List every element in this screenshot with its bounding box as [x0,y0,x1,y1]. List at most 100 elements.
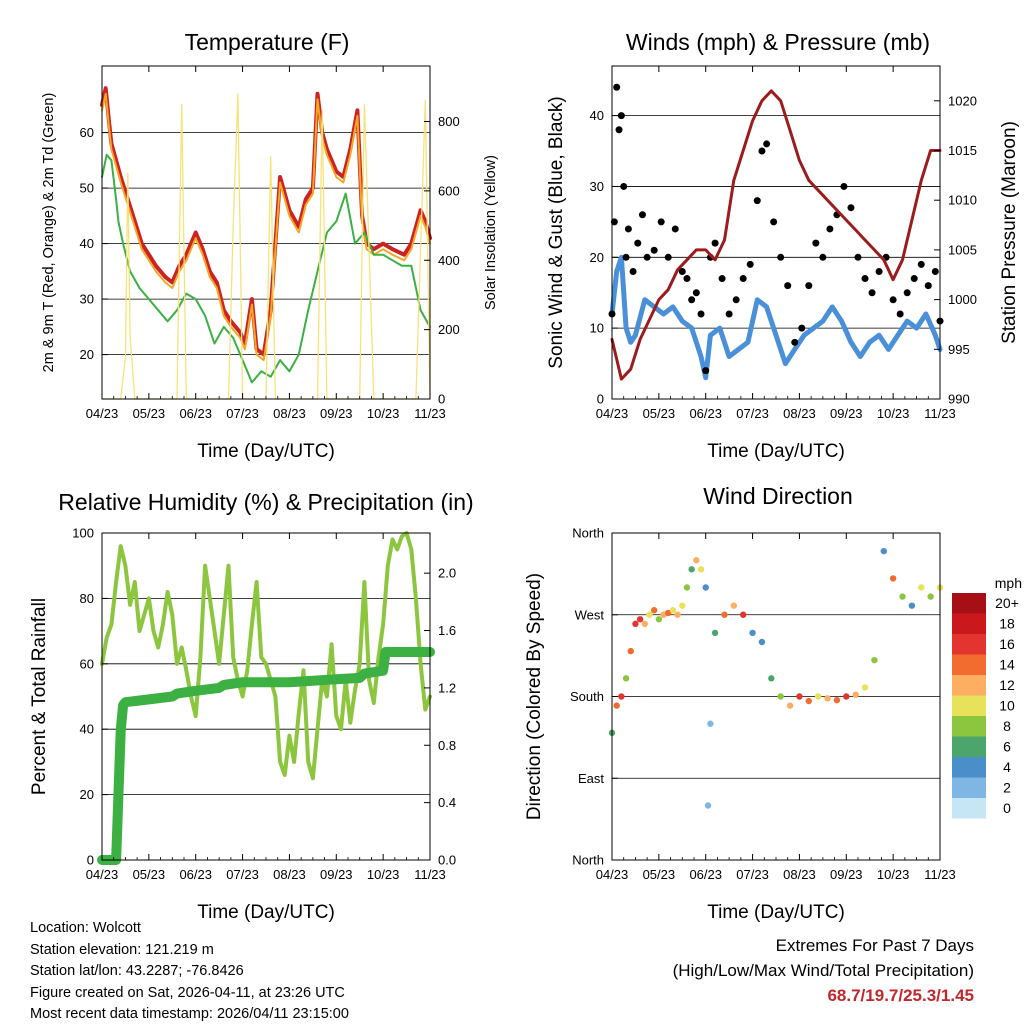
direction-point-26 [740,611,747,618]
humidity-y2tick-label-0: 0.0 [438,853,456,868]
legend-label-9: 2 [1003,780,1011,796]
direction-point-10 [655,616,663,623]
winds-gust-point-33 [777,253,785,261]
winds-ytick-label-4: 40 [590,108,604,123]
direction-point-33 [805,697,812,705]
temperature-xtick-label-5: 09/23 [320,406,353,421]
direction-point-27 [749,629,756,637]
direction-ytick-label-3: West [575,607,605,622]
winds-gust-point-7 [624,225,632,233]
direction-point-30 [777,693,784,700]
temperature-y2tick-label-3: 600 [438,183,460,198]
humidity-xtick-label-2: 06/23 [179,867,212,882]
winds-gust-point-9 [634,239,642,247]
humidity-y2tick-label-1: 0.4 [438,795,456,810]
direction-title: Wind Direction [703,483,853,509]
winds-gust-point-16 [678,267,686,275]
winds-y2tick-label-3: 1005 [948,242,977,257]
legend-swatch-8 [952,757,986,778]
winds-y2tick-label-5: 1015 [948,143,977,158]
winds-gust-point-10 [638,211,646,219]
location-text: Location: Wolcott [30,920,141,936]
winds-gust-point-38 [812,239,820,247]
humidity-xtick-label-0: 04/23 [86,867,119,882]
direction-point-23 [711,629,719,637]
direction-point-39 [861,684,869,691]
temperature-xtick-label-6: 10/23 [367,406,400,421]
direction-xtick-label-7: 11/23 [924,867,956,882]
direction-xtick-label-2: 06/23 [689,867,722,882]
winds-gust-point-30 [758,147,766,155]
humidity-total-rainfall-line [97,647,435,865]
winds-xtick-label-6: 10/23 [877,406,910,421]
direction-ytick-label-4: North [572,526,604,541]
winds-xtick-label-0: 04/23 [596,406,629,421]
temperature-ytick-label-4: 60 [80,125,94,140]
winds-gust-point-26 [732,296,740,304]
legend-label-6: 8 [1003,718,1011,734]
winds-gust-point-47 [875,267,883,275]
temperature-xtick-label-2: 06/23 [179,406,212,421]
direction-ytick-label-2: South [570,689,604,704]
temperature-y2tick-label-1: 200 [438,322,460,337]
humidity-xtick-label-1: 05/23 [133,867,166,882]
direction-point-35 [824,695,831,702]
winds-gust-point-11 [643,253,651,261]
direction-ylabel: Direction (Colored By Speed) [524,573,545,820]
legend-label-4: 12 [999,677,1015,693]
winds-gust-point-49 [889,296,897,304]
direction-point-15 [679,602,686,609]
winds-gust-point-4 [617,112,625,120]
winds-gust-point-5 [620,182,628,190]
legend-swatch-6 [952,716,986,737]
direction-point-25 [730,602,738,609]
legend-swatch-0 [952,593,986,614]
extremes-subtitle: (High/Low/Max Wind/Total Precipitation) [672,961,974,980]
direction-point-41 [880,547,887,555]
humidity-ytick-label-3: 60 [80,656,94,671]
direction-point-18 [693,557,700,564]
winds-gust-point-53 [917,260,925,268]
temperature-y2tick-label-2: 400 [438,253,460,268]
winds-y2tick-label-0: 990 [948,392,970,407]
direction-point-28 [758,638,766,646]
direction-point-40 [871,656,878,664]
winds-gust-point-13 [657,218,665,226]
temperature-y2tick-label-4: 800 [438,114,460,129]
winds-gust-point-34 [784,282,792,290]
humidity-y2tick-label-5: 2.0 [438,566,456,581]
legend-swatch-10 [952,798,986,819]
temperature-y2label: Solar Insolation (Yellow) [483,155,499,310]
winds-gust-point-15 [671,225,679,233]
winds-gust-point-43 [847,204,855,212]
winds-ytick-label-3: 30 [590,179,604,194]
winds-gust-point-35 [791,338,799,346]
temperature-xlabel: Time (Day/UTC) [197,441,335,462]
winds-gust-point-36 [798,324,806,332]
temperature-ylabel: 2m & 9m T (Red, Orange) & 2m Td (Green) [41,93,57,373]
winds-ytick-label-1: 10 [590,321,604,336]
legend-swatch-3 [952,654,986,675]
winds-ytick-label-0: 0 [597,392,604,407]
legend-swatch-9 [952,777,986,798]
direction-point-17 [688,566,695,573]
temperature-title: Temperature (F) [185,29,350,55]
direction-point-22 [707,720,714,727]
temperature-xtick-label-1: 05/23 [133,406,166,421]
winds-gust-point-37 [805,282,813,290]
winds-gust-point-28 [746,260,754,268]
humidity-y2tick-label-2: 0.8 [438,738,456,753]
temperature-ytick-label-3: 50 [80,181,94,196]
direction-xlabel: Time (Day/UTC) [707,902,845,923]
temperature-ytick-label-2: 40 [80,236,94,251]
winds-xtick-label-5: 09/23 [830,406,863,421]
legend-swatch-4 [952,675,986,696]
legend-label-10: 0 [1003,800,1011,816]
winds-gust-point-21 [702,367,710,375]
direction-point-38 [852,691,859,698]
winds-gust-point-12 [650,246,658,254]
direction-xtick-label-5: 09/23 [830,867,863,882]
winds-gust-point-52 [910,275,918,283]
temperature-9m-temperature-line [101,92,431,362]
